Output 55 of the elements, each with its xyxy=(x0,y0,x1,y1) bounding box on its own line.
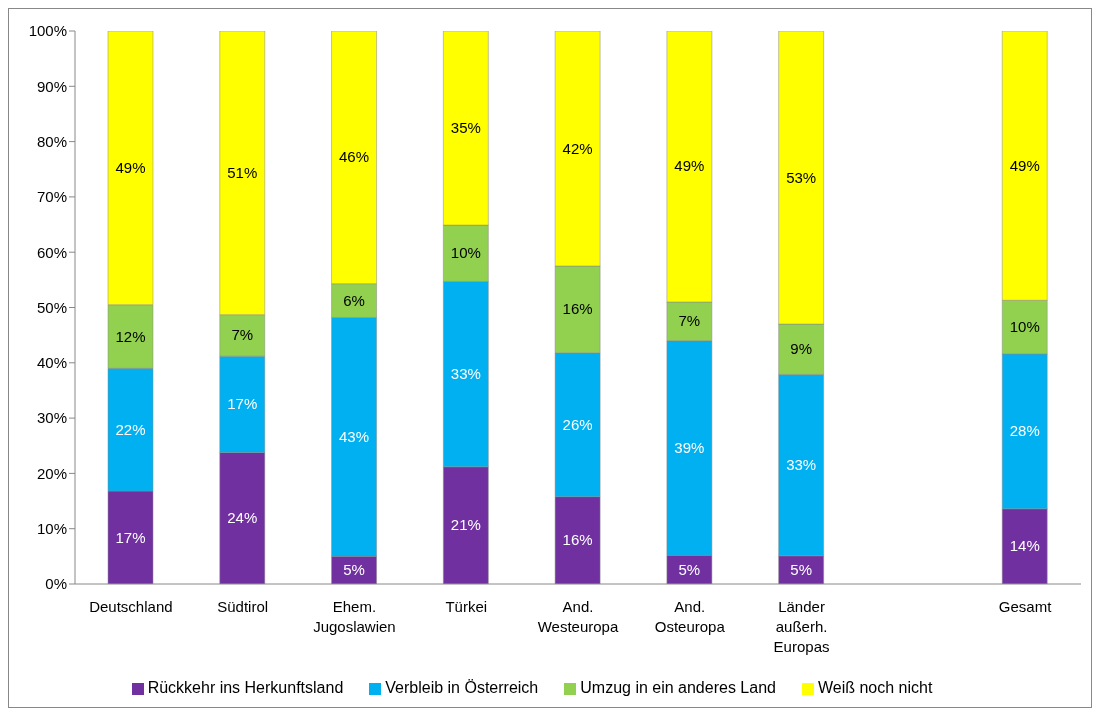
data-label: 26% xyxy=(562,415,593,433)
x-tick-label: Ehem. Jugoslawien xyxy=(313,598,396,635)
x-tick-label: And. Osteuropa xyxy=(654,598,726,635)
x-tick-label: Gesamt xyxy=(998,598,1053,615)
data-label: 10% xyxy=(450,244,481,262)
data-label: 14% xyxy=(1009,537,1040,555)
data-label: 9% xyxy=(790,340,813,358)
data-label: 16% xyxy=(562,531,593,549)
data-label: 10% xyxy=(1009,318,1040,336)
data-label: 12% xyxy=(115,327,146,345)
data-label: 43% xyxy=(339,427,370,445)
data-label: 49% xyxy=(674,157,705,175)
data-label: 28% xyxy=(1009,422,1040,440)
data-label: 35% xyxy=(450,119,481,137)
data-label: 51% xyxy=(227,163,258,181)
data-label: 17% xyxy=(227,395,258,413)
data-label: 17% xyxy=(115,528,146,546)
data-label: 39% xyxy=(674,438,705,456)
y-tick-label: 10% xyxy=(36,520,67,538)
data-label: 49% xyxy=(1009,156,1040,174)
y-tick-label: 80% xyxy=(36,132,67,150)
data-label: 49% xyxy=(115,158,146,176)
data-label: 5% xyxy=(790,560,813,578)
legend-label: Weiß noch nicht xyxy=(817,679,933,696)
data-label: 22% xyxy=(115,420,146,438)
y-tick-label: 100% xyxy=(28,22,67,40)
x-tick-label: Länder außerh. Europas xyxy=(773,598,830,655)
y-tick-label: 90% xyxy=(36,77,67,95)
x-tick-label: Südtirol xyxy=(217,598,269,615)
y-tick-label: 40% xyxy=(36,354,67,372)
data-label: 21% xyxy=(450,516,481,534)
y-tick-label: 0% xyxy=(45,575,67,593)
y-tick-label: 20% xyxy=(36,464,67,482)
y-tick-label: 60% xyxy=(36,243,67,261)
data-label: 5% xyxy=(678,560,701,578)
x-tick-label: Türkei xyxy=(445,598,488,615)
data-label: 5% xyxy=(343,561,365,579)
data-label: 24% xyxy=(227,509,258,527)
data-label: 42% xyxy=(562,139,593,157)
y-tick-label: 50% xyxy=(36,298,67,316)
data-label: 33% xyxy=(450,365,481,383)
data-label: 16% xyxy=(562,300,593,318)
data-label: 33% xyxy=(786,456,817,474)
x-tick-label: And. Westeuropa xyxy=(537,598,619,635)
legend-label: Rückkehr ins Herkunftsland xyxy=(147,679,344,696)
y-tick-label: 70% xyxy=(36,188,67,206)
legend-label: Umzug in ein anderes Land xyxy=(580,679,776,696)
data-label: 46% xyxy=(339,148,370,166)
data-label: 6% xyxy=(343,291,365,309)
data-label: 53% xyxy=(786,168,817,186)
data-label: 7% xyxy=(678,312,701,330)
x-tick-label: Deutschland xyxy=(89,598,173,615)
y-tick-label: 30% xyxy=(36,409,67,427)
data-label: 7% xyxy=(231,326,254,344)
legend-label: Verbleib in Österreich xyxy=(385,679,539,696)
